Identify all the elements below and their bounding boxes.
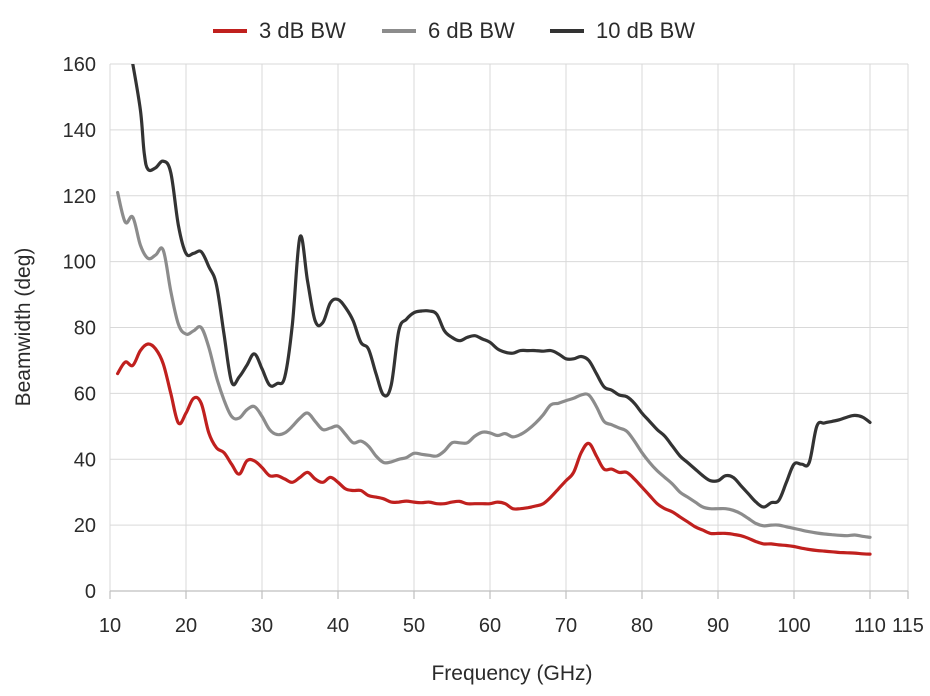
y-tick-label: 20 bbox=[74, 515, 96, 537]
series-line-6-db-bw bbox=[116, 190, 872, 539]
y-tick-label: 40 bbox=[74, 449, 96, 471]
series-line-3-db-bw bbox=[116, 342, 872, 556]
y-tick-label: 140 bbox=[63, 120, 96, 142]
y-tick-label: 0 bbox=[85, 581, 96, 603]
x-tick-label: 80 bbox=[631, 615, 653, 637]
x-tick-label: 20 bbox=[175, 615, 197, 637]
y-tick-label: 80 bbox=[74, 318, 96, 340]
x-tick-labels: 10 20 30 40 50 60 70 80 90 100 110 115 bbox=[99, 615, 924, 637]
x-axis-label: Frequency (GHz) bbox=[431, 662, 592, 685]
series-line-10-db-bw bbox=[131, 64, 872, 509]
series-lines bbox=[116, 64, 872, 556]
y-tick-labels: 0 20 40 60 80 100 120 140 160 bbox=[63, 54, 96, 603]
y-tick-label: 160 bbox=[63, 54, 96, 76]
legend-label-10-db-bw: 10 dB BW bbox=[596, 18, 695, 43]
legend: 3 dB BW 6 dB BW 10 dB BW bbox=[213, 18, 695, 43]
x-tick-label: 40 bbox=[327, 615, 349, 637]
y-tick-label: 100 bbox=[63, 252, 96, 274]
y-tick-label: 120 bbox=[63, 186, 96, 208]
y-axis-label: Beamwidth (deg) bbox=[12, 248, 35, 407]
x-tick-label: 60 bbox=[479, 615, 501, 637]
y-tick-label: 60 bbox=[74, 383, 96, 405]
x-tick-label: 115 bbox=[892, 615, 924, 637]
x-tick-label: 70 bbox=[555, 615, 577, 637]
x-tick-label: 30 bbox=[251, 615, 273, 637]
legend-label-3-db-bw: 3 dB BW bbox=[259, 18, 346, 43]
legend-label-6-db-bw: 6 dB BW bbox=[428, 18, 515, 43]
x-tick-label: 110 bbox=[854, 615, 886, 637]
grid bbox=[109, 63, 909, 591]
x-tick-label: 50 bbox=[403, 615, 425, 637]
x-tick-label: 90 bbox=[707, 615, 729, 637]
x-tick-label: 10 bbox=[99, 615, 121, 637]
axes bbox=[109, 590, 909, 599]
x-tick-label: 100 bbox=[777, 615, 810, 637]
